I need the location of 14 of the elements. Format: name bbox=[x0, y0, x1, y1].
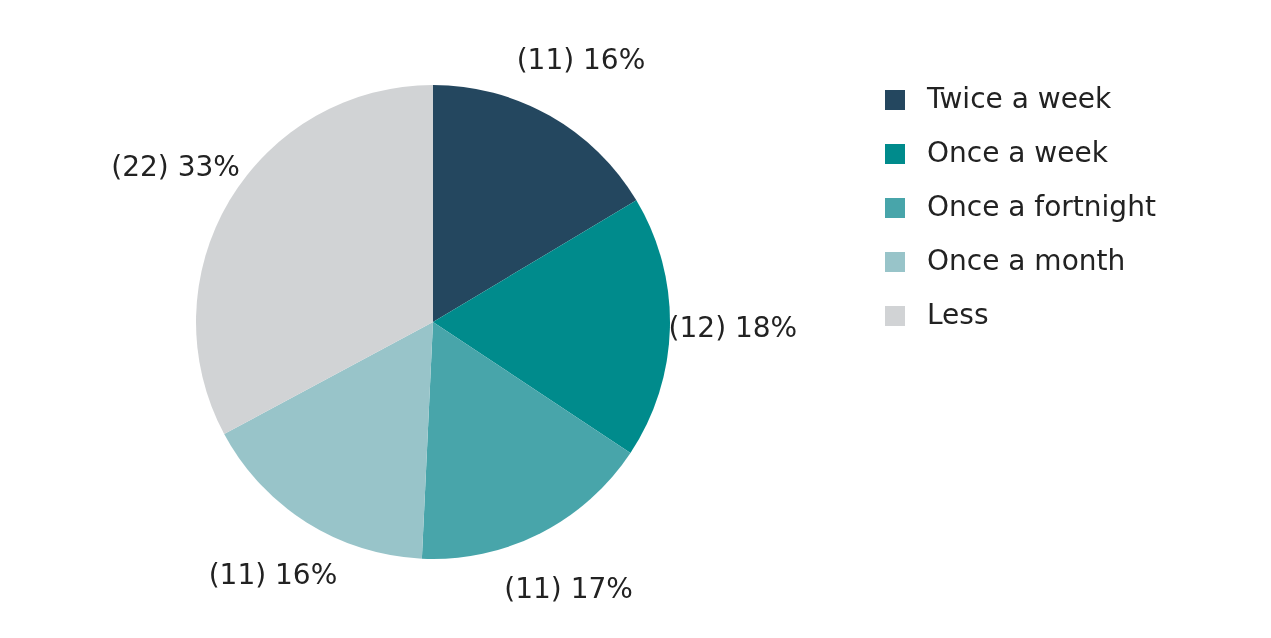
data-label: (11) 16% bbox=[516, 43, 646, 77]
pie-slice bbox=[421, 322, 631, 559]
pie-slice bbox=[224, 322, 433, 559]
data-label: (11) 16% bbox=[208, 557, 338, 591]
legend-label: Less bbox=[927, 298, 989, 331]
data-label: (11) 17% bbox=[504, 571, 633, 605]
pie-slice bbox=[433, 85, 637, 322]
legend-label: Twice a week bbox=[926, 82, 1113, 115]
legend-label: Once a month bbox=[927, 244, 1126, 277]
pie-slice bbox=[433, 200, 670, 454]
data-label: (22) 33% bbox=[111, 149, 240, 183]
data-label: (12) 18% bbox=[668, 311, 798, 345]
legend-label: Once a fortnight bbox=[927, 190, 1156, 223]
legend-label: Once a week bbox=[927, 136, 1109, 169]
